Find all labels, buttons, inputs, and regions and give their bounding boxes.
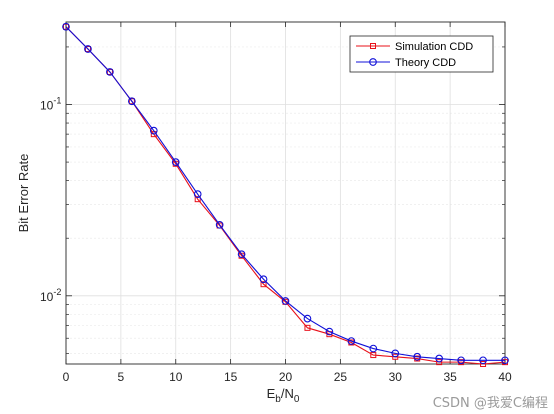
data-point-theory-cdd <box>501 356 509 365</box>
data-point-theory-cdd <box>237 250 246 259</box>
data-point-simulation-cdd <box>194 196 201 203</box>
data-point-simulation-cdd <box>392 353 399 360</box>
data-point-theory-cdd <box>435 354 444 363</box>
legend-entry-theory-cdd: Theory CDD <box>356 57 456 69</box>
data-point-theory-cdd <box>215 220 224 229</box>
y-tick-label: 10-1 <box>40 96 61 113</box>
data-point-theory-cdd <box>413 352 422 361</box>
legend-label: Theory CDD <box>395 57 456 69</box>
data-point-theory-cdd <box>259 275 268 284</box>
data-point-theory-cdd <box>193 190 202 198</box>
data-point-simulation-cdd <box>63 23 69 30</box>
x-tick-label: 25 <box>334 370 348 384</box>
data-point-simulation-cdd <box>370 352 377 359</box>
series-theory-cdd <box>62 22 509 365</box>
data-point-theory-cdd <box>106 68 114 76</box>
x-axis-title-main: E <box>267 386 276 401</box>
data-point-simulation-cdd <box>106 68 113 75</box>
x-axis: 0 5 10 15 20 25 30 35 40 <box>63 22 512 384</box>
x-tick-label: 15 <box>224 370 238 384</box>
series-line-simulation-cdd <box>65 26 506 365</box>
data-point-theory-cdd <box>303 314 312 323</box>
x-axis-title-mid: /N <box>281 386 294 401</box>
x-tick-label: 35 <box>443 370 457 384</box>
data-point-simulation-cdd <box>436 359 443 366</box>
legend-entry-simulation-cdd: Simulation CDD <box>356 41 473 53</box>
data-point-theory-cdd <box>84 45 92 53</box>
watermark-text: CSDN @我爱C编程 <box>433 396 548 411</box>
legend-box <box>349 35 494 73</box>
x-tick-label: 0 <box>63 370 70 384</box>
legend: Simulation CDD Theory CDD <box>349 35 494 73</box>
data-point-theory-cdd <box>347 337 356 345</box>
minor-grid <box>66 46 505 354</box>
series-line-theory-cdd <box>65 26 505 361</box>
y-tick-label: 10-2 <box>40 287 61 304</box>
data-point-theory-cdd <box>281 297 290 305</box>
data-point-theory-cdd <box>128 97 136 106</box>
x-axis-title-sub-0: 0 <box>294 394 300 405</box>
data-point-theory-cdd <box>369 344 378 353</box>
legend-marker <box>369 58 377 66</box>
y-axis: 10-2 10-1 <box>40 96 505 304</box>
data-point-theory-cdd <box>479 356 487 365</box>
x-axis-title: Eb/N0 <box>267 386 300 405</box>
data-point-simulation-cdd <box>480 361 487 367</box>
data-point-theory-cdd <box>171 158 180 166</box>
x-tick-label: 40 <box>498 370 512 384</box>
data-point-theory-cdd <box>325 327 334 336</box>
data-point-simulation-cdd <box>304 324 311 331</box>
x-tick-label: 30 <box>389 370 403 384</box>
data-point-theory-cdd <box>149 126 158 135</box>
data-point-theory-cdd <box>391 349 400 358</box>
series-layer <box>62 22 509 367</box>
x-tick-label: 10 <box>169 370 183 384</box>
y-axis-title: Bit Error Rate <box>16 154 31 233</box>
data-point-simulation-cdd <box>128 98 135 105</box>
legend-label: Simulation CDD <box>395 41 473 53</box>
x-tick-label: 20 <box>279 370 293 384</box>
x-axis-title-sub-b: b <box>275 394 281 405</box>
x-tick-label: 5 <box>118 370 125 384</box>
data-point-simulation-cdd <box>84 46 91 53</box>
data-point-simulation-cdd <box>260 281 267 288</box>
legend-marker <box>370 43 376 49</box>
data-point-theory-cdd <box>457 356 465 365</box>
data-point-theory-cdd <box>62 22 70 31</box>
